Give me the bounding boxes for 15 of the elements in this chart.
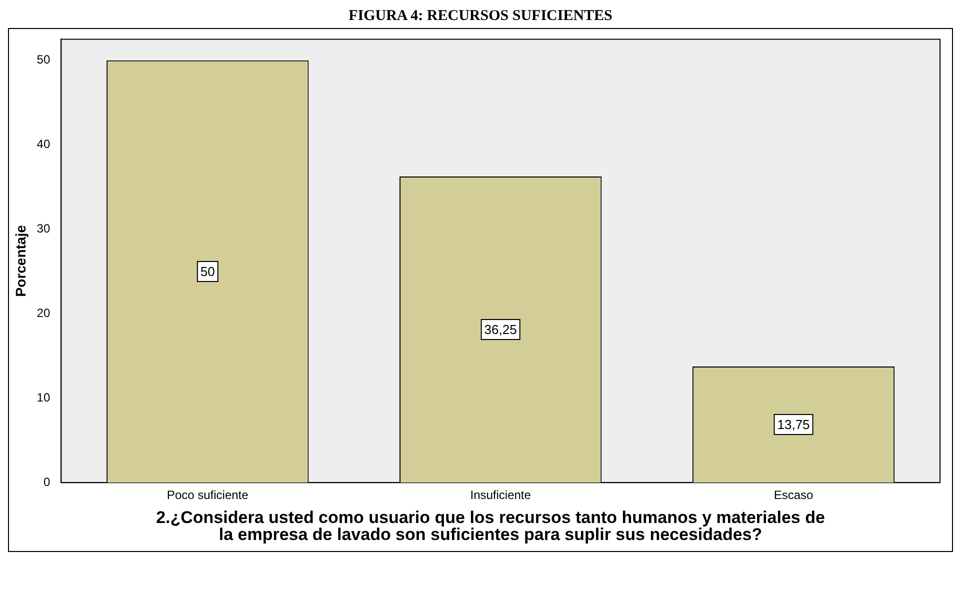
data-label: 13,75 — [777, 417, 810, 432]
data-label: 50 — [200, 264, 215, 280]
x-axis-title: 2.¿Considera usted como usuario que los recursos tanto humanos y materiales de la empresa de lavado son suficientes para suplir sus necesidades? — [155, 508, 826, 546]
x-tick-label: Escaso — [774, 488, 814, 502]
y-tick-label: 40 — [36, 137, 50, 152]
y-tick-label: 50 — [36, 52, 50, 67]
y-tick-label: 30 — [36, 222, 50, 236]
y-tick-label: 10 — [36, 390, 50, 404]
y-tick-label: 20 — [36, 306, 50, 320]
x-tick-label: Insuficiente — [470, 488, 532, 502]
y-axis-title: Porcentaje — [12, 224, 28, 297]
y-tick-label: 0 — [43, 474, 50, 489]
data-label: 36,25 — [484, 322, 517, 338]
x-tick-label: Poco suficiente — [166, 488, 249, 502]
chart-title: FIGURA 4: RECURSOS SUFICIENTES — [348, 8, 614, 26]
